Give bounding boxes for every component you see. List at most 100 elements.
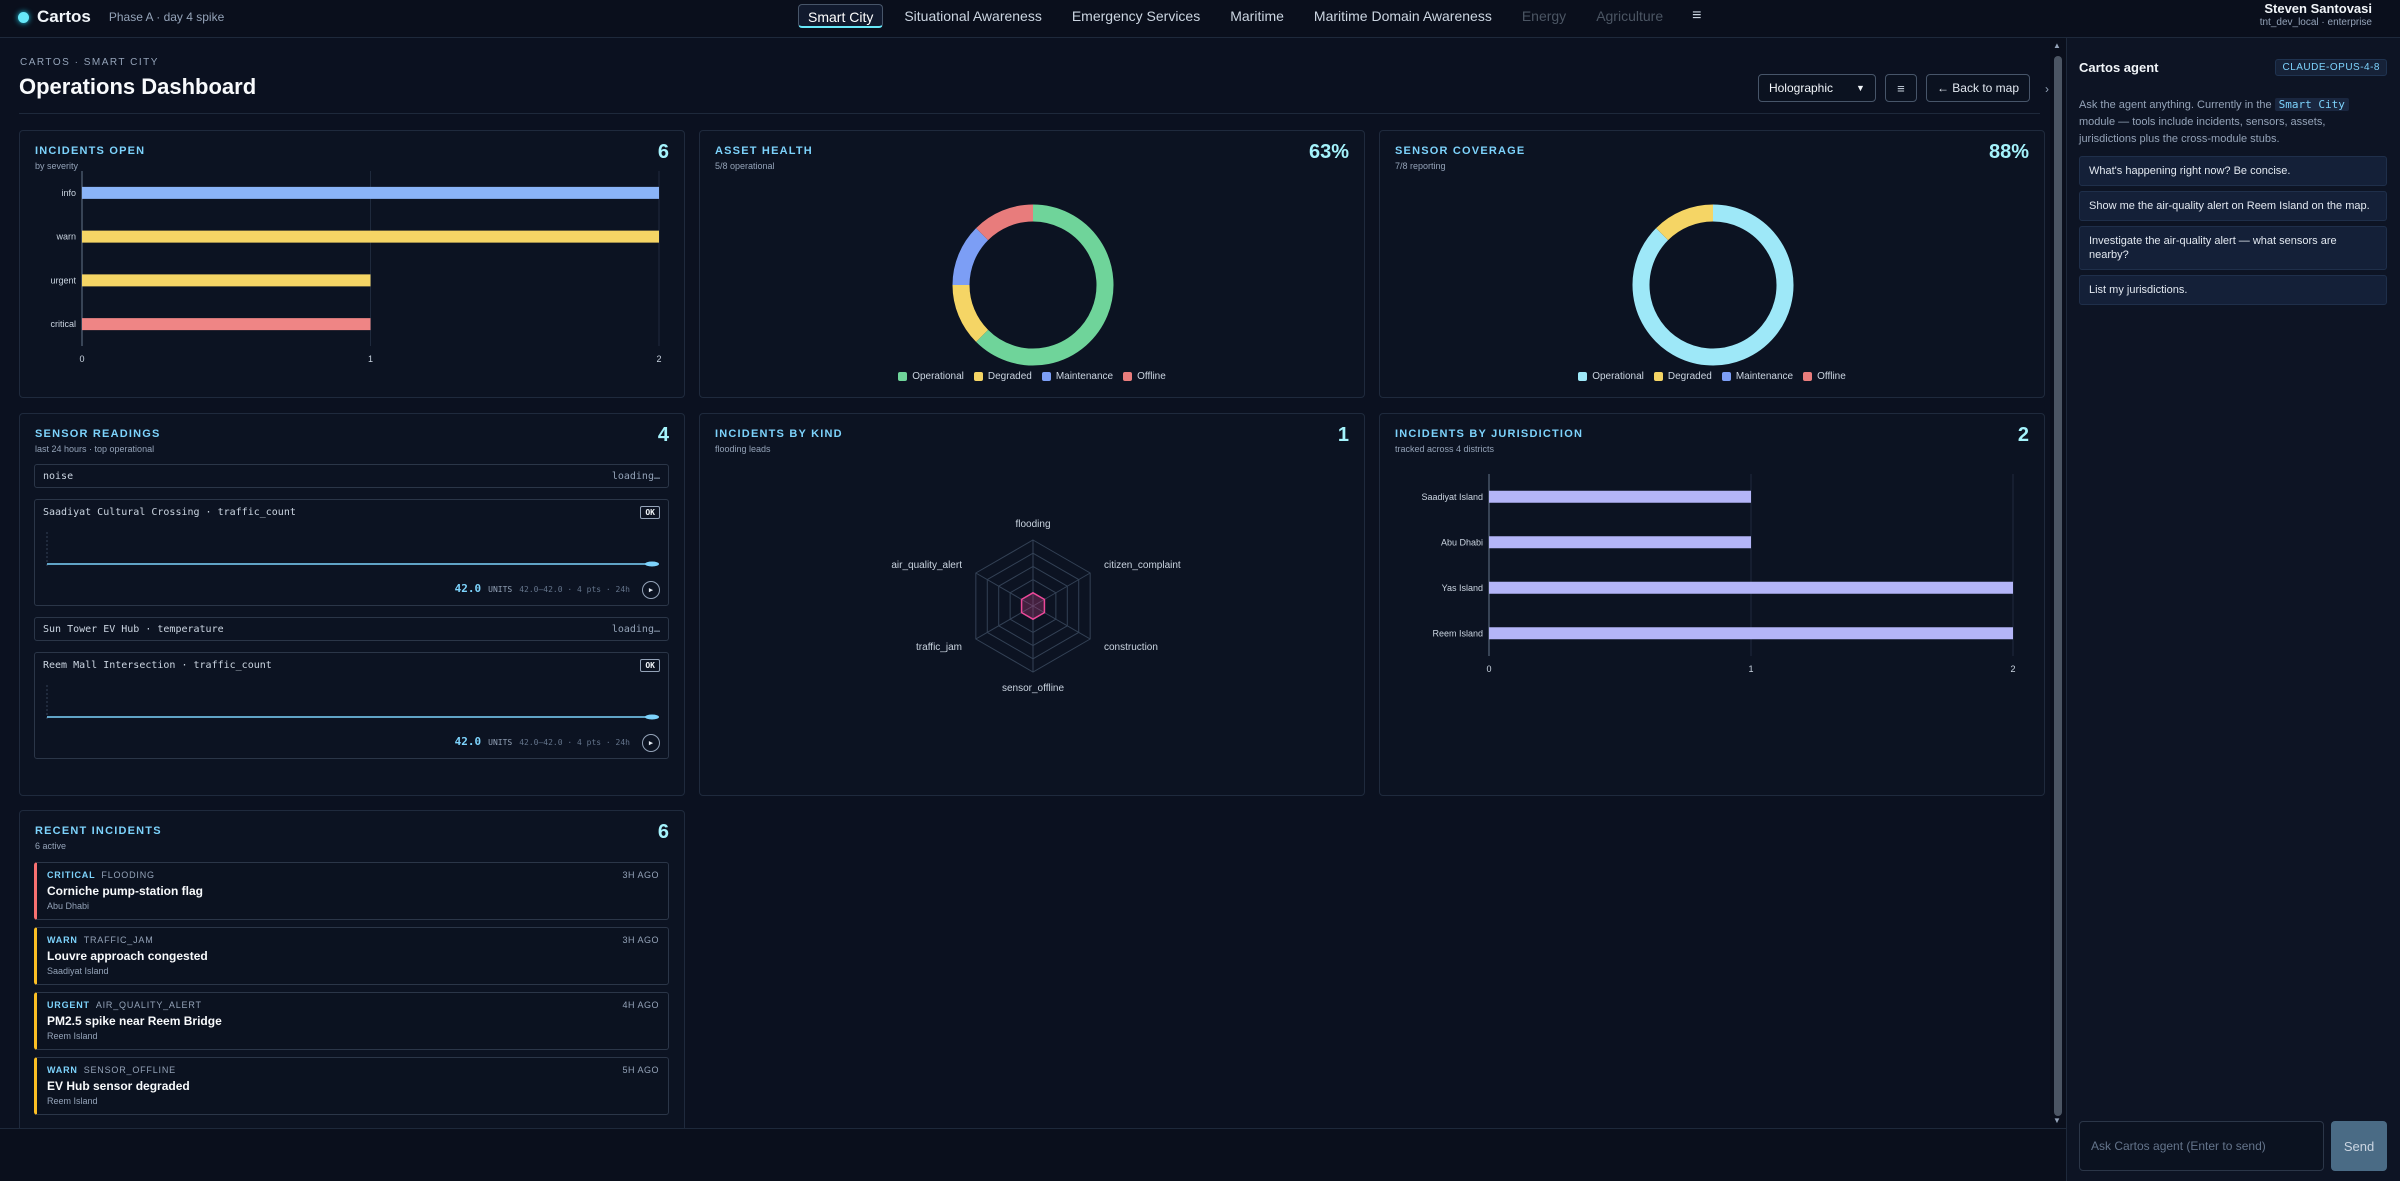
card-value: 6 bbox=[657, 821, 669, 843]
sensor-range: 42.0–42.0 · 4 pts · 24h bbox=[519, 738, 630, 747]
card-title: ASSET HEALTH bbox=[715, 145, 813, 157]
incident-item[interactable]: CRITICAL FLOODING 3H AGO Corniche pump-st… bbox=[34, 862, 669, 920]
scroll-thumb[interactable] bbox=[2054, 56, 2062, 1116]
suggestion-button[interactable]: Investigate the air-quality alert — what… bbox=[2079, 226, 2387, 270]
sensor-row-sun-tower[interactable]: Sun Tower EV Hub · temperature loading… bbox=[34, 617, 669, 641]
card-subtitle: 7/8 reporting bbox=[1395, 161, 1446, 171]
card-incidents-by-kind: INCIDENTS BY KIND flooding leads 1 flood… bbox=[699, 413, 1365, 796]
suggestion-button[interactable]: What's happening right now? Be concise. bbox=[2079, 156, 2387, 186]
incident-list[interactable]: CRITICAL FLOODING 3H AGO Corniche pump-st… bbox=[34, 862, 669, 1128]
card-value: 63% bbox=[1308, 141, 1349, 163]
radar-axis-label: traffic_jam bbox=[916, 642, 962, 653]
main-scrollbar[interactable]: ▲ ▼ bbox=[2050, 38, 2066, 1128]
card-value: 1 bbox=[1337, 424, 1349, 446]
legend-swatch bbox=[1721, 372, 1731, 381]
tab-energy[interactable]: Energy bbox=[1521, 8, 1567, 24]
agent-panel: › Cartos agent CLAUDE-OPUS-4-8 Ask the a… bbox=[2045, 38, 2400, 1181]
card-incidents-open: INCIDENTS OPEN by severity 6 0 1 2 info warn… bbox=[19, 130, 685, 398]
category-label: Saadiyat Island bbox=[1421, 492, 1483, 502]
legend-item: Degraded bbox=[1653, 371, 1712, 382]
suggestion-button[interactable]: Show me the air-quality alert on Reem Is… bbox=[2079, 191, 2387, 221]
brand[interactable]: Cartos Phase A · day 4 spike bbox=[18, 7, 224, 27]
legend-item: Degraded bbox=[973, 371, 1032, 382]
chevron-down-icon: ▼ bbox=[1856, 83, 1865, 93]
sensor-reading-list[interactable]: noise loading… Saadiyat Cultural Crossin… bbox=[34, 464, 669, 782]
sensor-unit: UNITS bbox=[488, 585, 513, 594]
sparkline bbox=[46, 532, 659, 567]
suggestion-button[interactable]: List my jurisdictions. bbox=[2079, 275, 2387, 305]
page-title: Operations Dashboard bbox=[19, 74, 257, 99]
incident-title: Louvre approach congested bbox=[47, 949, 208, 963]
incident-kind: TRAFFIC_JAM bbox=[83, 935, 154, 945]
app-name: Cartos bbox=[37, 7, 91, 26]
incident-item[interactable]: URGENT AIR_QUALITY_ALERT 4H AGO PM2.5 spi… bbox=[34, 992, 669, 1050]
incident-title: PM2.5 spike near Reem Bridge bbox=[47, 1014, 222, 1028]
header-controls: Holographic ▼ ≡ ← Back to map bbox=[1757, 74, 2030, 102]
sensor-value: 42.0 bbox=[454, 582, 482, 595]
slice-operational bbox=[976, 204, 1114, 366]
radar-spoke bbox=[975, 605, 1034, 640]
sensor-row-noise[interactable]: noise loading… bbox=[34, 464, 669, 488]
scroll-up-icon[interactable]: ▲ bbox=[2053, 41, 2061, 50]
intro-text: Ask the agent anything. Currently in the bbox=[2079, 99, 2275, 111]
tab-agriculture[interactable]: Agriculture bbox=[1596, 8, 1664, 24]
card-title: INCIDENTS OPEN bbox=[35, 145, 146, 157]
jurisdiction-bar-chart: 0 1 2 Saadiyat Island Abu Dhabi Yas Island Ree… bbox=[1421, 474, 2016, 674]
status-badge: OK bbox=[640, 506, 660, 519]
legend-label: Maintenance bbox=[1055, 371, 1114, 382]
sensor-row-reem-mall-traffic[interactable]: Reem Mall Intersection · traffic_count O… bbox=[34, 652, 669, 759]
play-icon[interactable]: ▶ bbox=[642, 734, 660, 752]
slice-maintenance bbox=[952, 228, 989, 286]
header-divider bbox=[19, 113, 2040, 114]
legend-item: Offline bbox=[1123, 371, 1166, 382]
sensor-row-saadiyat-traffic[interactable]: Saadiyat Cultural Crossing · traffic_cou… bbox=[34, 499, 669, 606]
card-sensor-readings: SENSOR READINGS last 24 hours · top oper… bbox=[19, 413, 685, 796]
status-badge: OK bbox=[640, 659, 660, 672]
legend-swatch bbox=[973, 372, 983, 381]
slice-degraded bbox=[952, 284, 989, 342]
tab-maritime-domain-awareness[interactable]: Maritime Domain Awareness bbox=[1313, 8, 1492, 24]
collapse-panel-icon[interactable]: › bbox=[2045, 82, 2049, 96]
asset-health-legend: Operational Degraded Maintenance Offline bbox=[700, 371, 1364, 382]
list-view-button[interactable]: ≡ bbox=[1884, 74, 1917, 102]
module-nav: Smart City Situational Awareness Emergen… bbox=[798, 4, 1709, 28]
incident-location: Saadiyat Island bbox=[47, 966, 109, 976]
legend-item: Operational bbox=[898, 371, 964, 382]
card-title: INCIDENTS BY KIND bbox=[715, 428, 843, 440]
card-subtitle: by severity bbox=[35, 161, 79, 171]
tab-smart-city[interactable]: Smart City bbox=[798, 4, 884, 28]
menu-icon[interactable]: ≡ bbox=[1692, 7, 1702, 24]
card-title: INCIDENTS BY JURISDICTION bbox=[1395, 428, 1584, 440]
incident-time: 3H AGO bbox=[622, 870, 659, 880]
category-label: critical bbox=[50, 319, 76, 329]
tab-situational-awareness[interactable]: Situational Awareness bbox=[904, 8, 1042, 24]
card-asset-health: ASSET HEALTH 5/8 operational 63% Operati… bbox=[699, 130, 1365, 398]
card-value: 6 bbox=[657, 141, 669, 163]
slice-operational bbox=[1632, 204, 1794, 366]
incident-location: Reem Island bbox=[47, 1031, 98, 1041]
card-subtitle: tracked across 4 districts bbox=[1395, 444, 1495, 454]
back-to-map-button[interactable]: ← Back to map bbox=[1925, 74, 2030, 102]
bar-abu-dhabi bbox=[1489, 536, 1751, 549]
incident-severity: URGENT bbox=[47, 1000, 90, 1010]
scroll-down-icon[interactable]: ▼ bbox=[2053, 1116, 2061, 1125]
legend-swatch bbox=[1041, 372, 1051, 381]
play-icon[interactable]: ▶ bbox=[642, 581, 660, 599]
card-title: SENSOR COVERAGE bbox=[1395, 145, 1526, 157]
tab-emergency-services[interactable]: Emergency Services bbox=[1071, 8, 1201, 24]
radar-axis-label: citizen_complaint bbox=[1104, 560, 1181, 571]
card-title: RECENT INCIDENTS bbox=[35, 825, 162, 837]
legend-label: Operational bbox=[912, 371, 964, 382]
user-menu[interactable]: Steven Santovasi tnt_dev_local · enterpr… bbox=[2260, 1, 2372, 28]
incident-item[interactable]: WARN SENSOR_OFFLINE 5H AGO EV Hub sensor … bbox=[34, 1057, 669, 1115]
severity-bar-chart: 0 1 2 info warn urgent critical bbox=[50, 171, 662, 364]
agent-message-input[interactable]: Ask Cartos agent (Enter to send) bbox=[2079, 1121, 2324, 1171]
legend-item: Offline bbox=[1803, 371, 1846, 382]
view-mode-select[interactable]: Holographic ▼ bbox=[1757, 74, 1876, 102]
category-label: Reem Island bbox=[1432, 628, 1483, 638]
category-label: Abu Dhabi bbox=[1441, 537, 1483, 547]
send-button[interactable]: Send bbox=[2331, 1121, 2387, 1171]
incident-item[interactable]: WARN TRAFFIC_JAM 3H AGO Louvre approach c… bbox=[34, 927, 669, 985]
tab-maritime[interactable]: Maritime bbox=[1230, 8, 1284, 24]
sensor-value: 42.0 bbox=[454, 735, 482, 748]
